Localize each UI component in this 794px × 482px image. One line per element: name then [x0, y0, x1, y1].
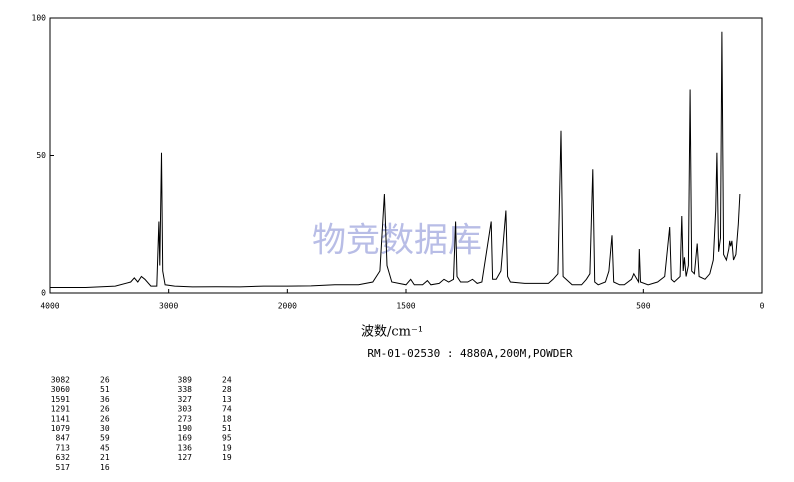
- peak-intensity: 18: [222, 414, 232, 423]
- peak-intensity: 21: [100, 453, 110, 462]
- peak-wavenumber: 3060: [51, 385, 70, 394]
- peak-intensity: 45: [100, 443, 110, 452]
- y-tick-label: 100: [32, 14, 47, 23]
- peak-intensity: 24: [222, 376, 232, 385]
- peak-wavenumber: 127: [178, 453, 193, 462]
- peak-wavenumber: 169: [178, 434, 193, 443]
- peak-intensity: 16: [100, 463, 110, 472]
- y-tick-label: 0: [41, 289, 46, 298]
- spectrum-line: [50, 31, 741, 288]
- peak-intensity: 51: [100, 385, 110, 394]
- peak-wavenumber: 847: [56, 434, 71, 443]
- peak-wavenumber: 190: [178, 424, 193, 433]
- peak-wavenumber: 1591: [51, 395, 70, 404]
- peak-wavenumber: 327: [178, 395, 193, 404]
- x-axis-label: 波数/cm⁻¹: [361, 325, 423, 340]
- watermark: 物竞数据库: [312, 221, 482, 261]
- y-tick-label: 50: [36, 151, 46, 160]
- peak-wavenumber: 1079: [51, 424, 70, 433]
- peak-wavenumber: 303: [178, 405, 193, 414]
- peak-wavenumber: 273: [178, 414, 193, 423]
- peak-wavenumber: 3082: [51, 376, 70, 385]
- peak-intensity: 26: [100, 405, 110, 414]
- x-tick-label: 4000: [40, 302, 59, 311]
- peak-wavenumber: 338: [178, 385, 193, 394]
- peak-wavenumber: 136: [178, 443, 193, 452]
- x-tick-label: 1500: [396, 302, 415, 311]
- peak-intensity: 19: [222, 443, 232, 452]
- peak-intensity: 28: [222, 385, 232, 394]
- peak-intensity: 59: [100, 434, 110, 443]
- peak-wavenumber: 1141: [51, 414, 70, 423]
- peak-intensity: 26: [100, 376, 110, 385]
- peak-intensity: 74: [222, 405, 232, 414]
- x-tick-label: 0: [760, 302, 765, 311]
- peak-intensity: 26: [100, 414, 110, 423]
- peak-wavenumber: 517: [56, 463, 71, 472]
- peak-intensity: 13: [222, 395, 232, 404]
- peak-intensity: 30: [100, 424, 110, 433]
- peak-wavenumber: 1291: [51, 405, 70, 414]
- peak-intensity: 51: [222, 424, 232, 433]
- subtitle: RM-01-02530 : 4880A,200M,POWDER: [367, 347, 573, 360]
- x-tick-label: 2000: [278, 302, 297, 311]
- peak-wavenumber: 389: [178, 376, 193, 385]
- peak-intensity: 36: [100, 395, 110, 404]
- x-tick-label: 3000: [159, 302, 178, 311]
- peak-intensity: 95: [222, 434, 232, 443]
- peak-wavenumber: 632: [56, 453, 71, 462]
- x-tick-label: 500: [636, 302, 651, 311]
- peak-wavenumber: 713: [56, 443, 71, 452]
- peak-intensity: 19: [222, 453, 232, 462]
